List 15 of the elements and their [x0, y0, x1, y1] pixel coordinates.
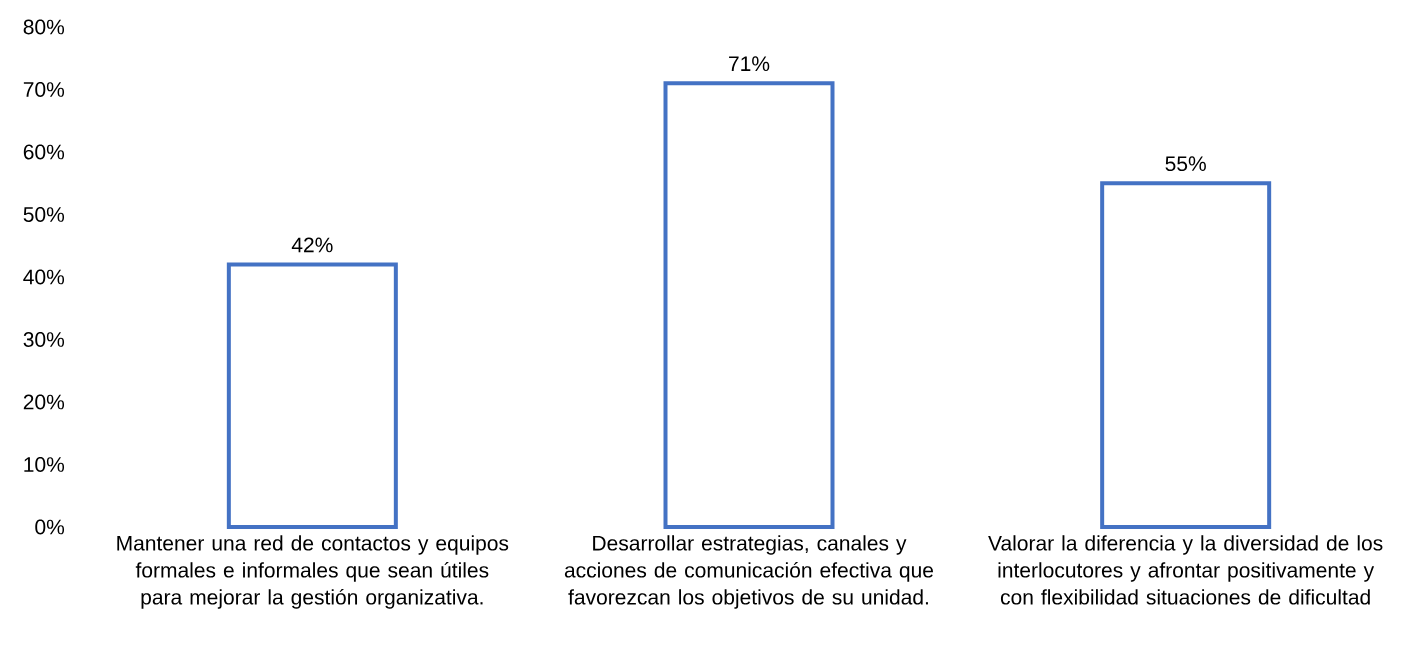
- y-tick-label: 70%: [23, 82, 65, 97]
- y-tick-label: 20%: [23, 394, 65, 410]
- x-tick-label: Desarrollar estrategias, canales y acciones de comunicación efectiva que favorezcan los objetivos de su unidad.: [564, 535, 934, 609]
- x-tick-label: Valorar la diferencia y la diversidad de los interlocutores y afrontar positivamente y con flexibilidad situaciones de dificultad: [988, 535, 1383, 605]
- y-tick-label: 10%: [24, 457, 65, 472]
- data-label: 71%: [729, 56, 770, 72]
- y-tick-label: 60%: [23, 144, 65, 160]
- y-tick-label: 40%: [23, 269, 65, 285]
- data-label: 42%: [291, 237, 333, 253]
- x-tick-label: Mantener una red de contactos y equipos formales e informales que sean útiles para mejorar la gestión organizativa.: [117, 535, 509, 609]
- y-tick-label: 50%: [23, 207, 65, 222]
- y-tick-label: 0%: [35, 519, 65, 535]
- y-tick-label: 80%: [23, 19, 65, 35]
- data-label: 55%: [1165, 156, 1206, 172]
- y-tick-label: 30%: [23, 332, 65, 347]
